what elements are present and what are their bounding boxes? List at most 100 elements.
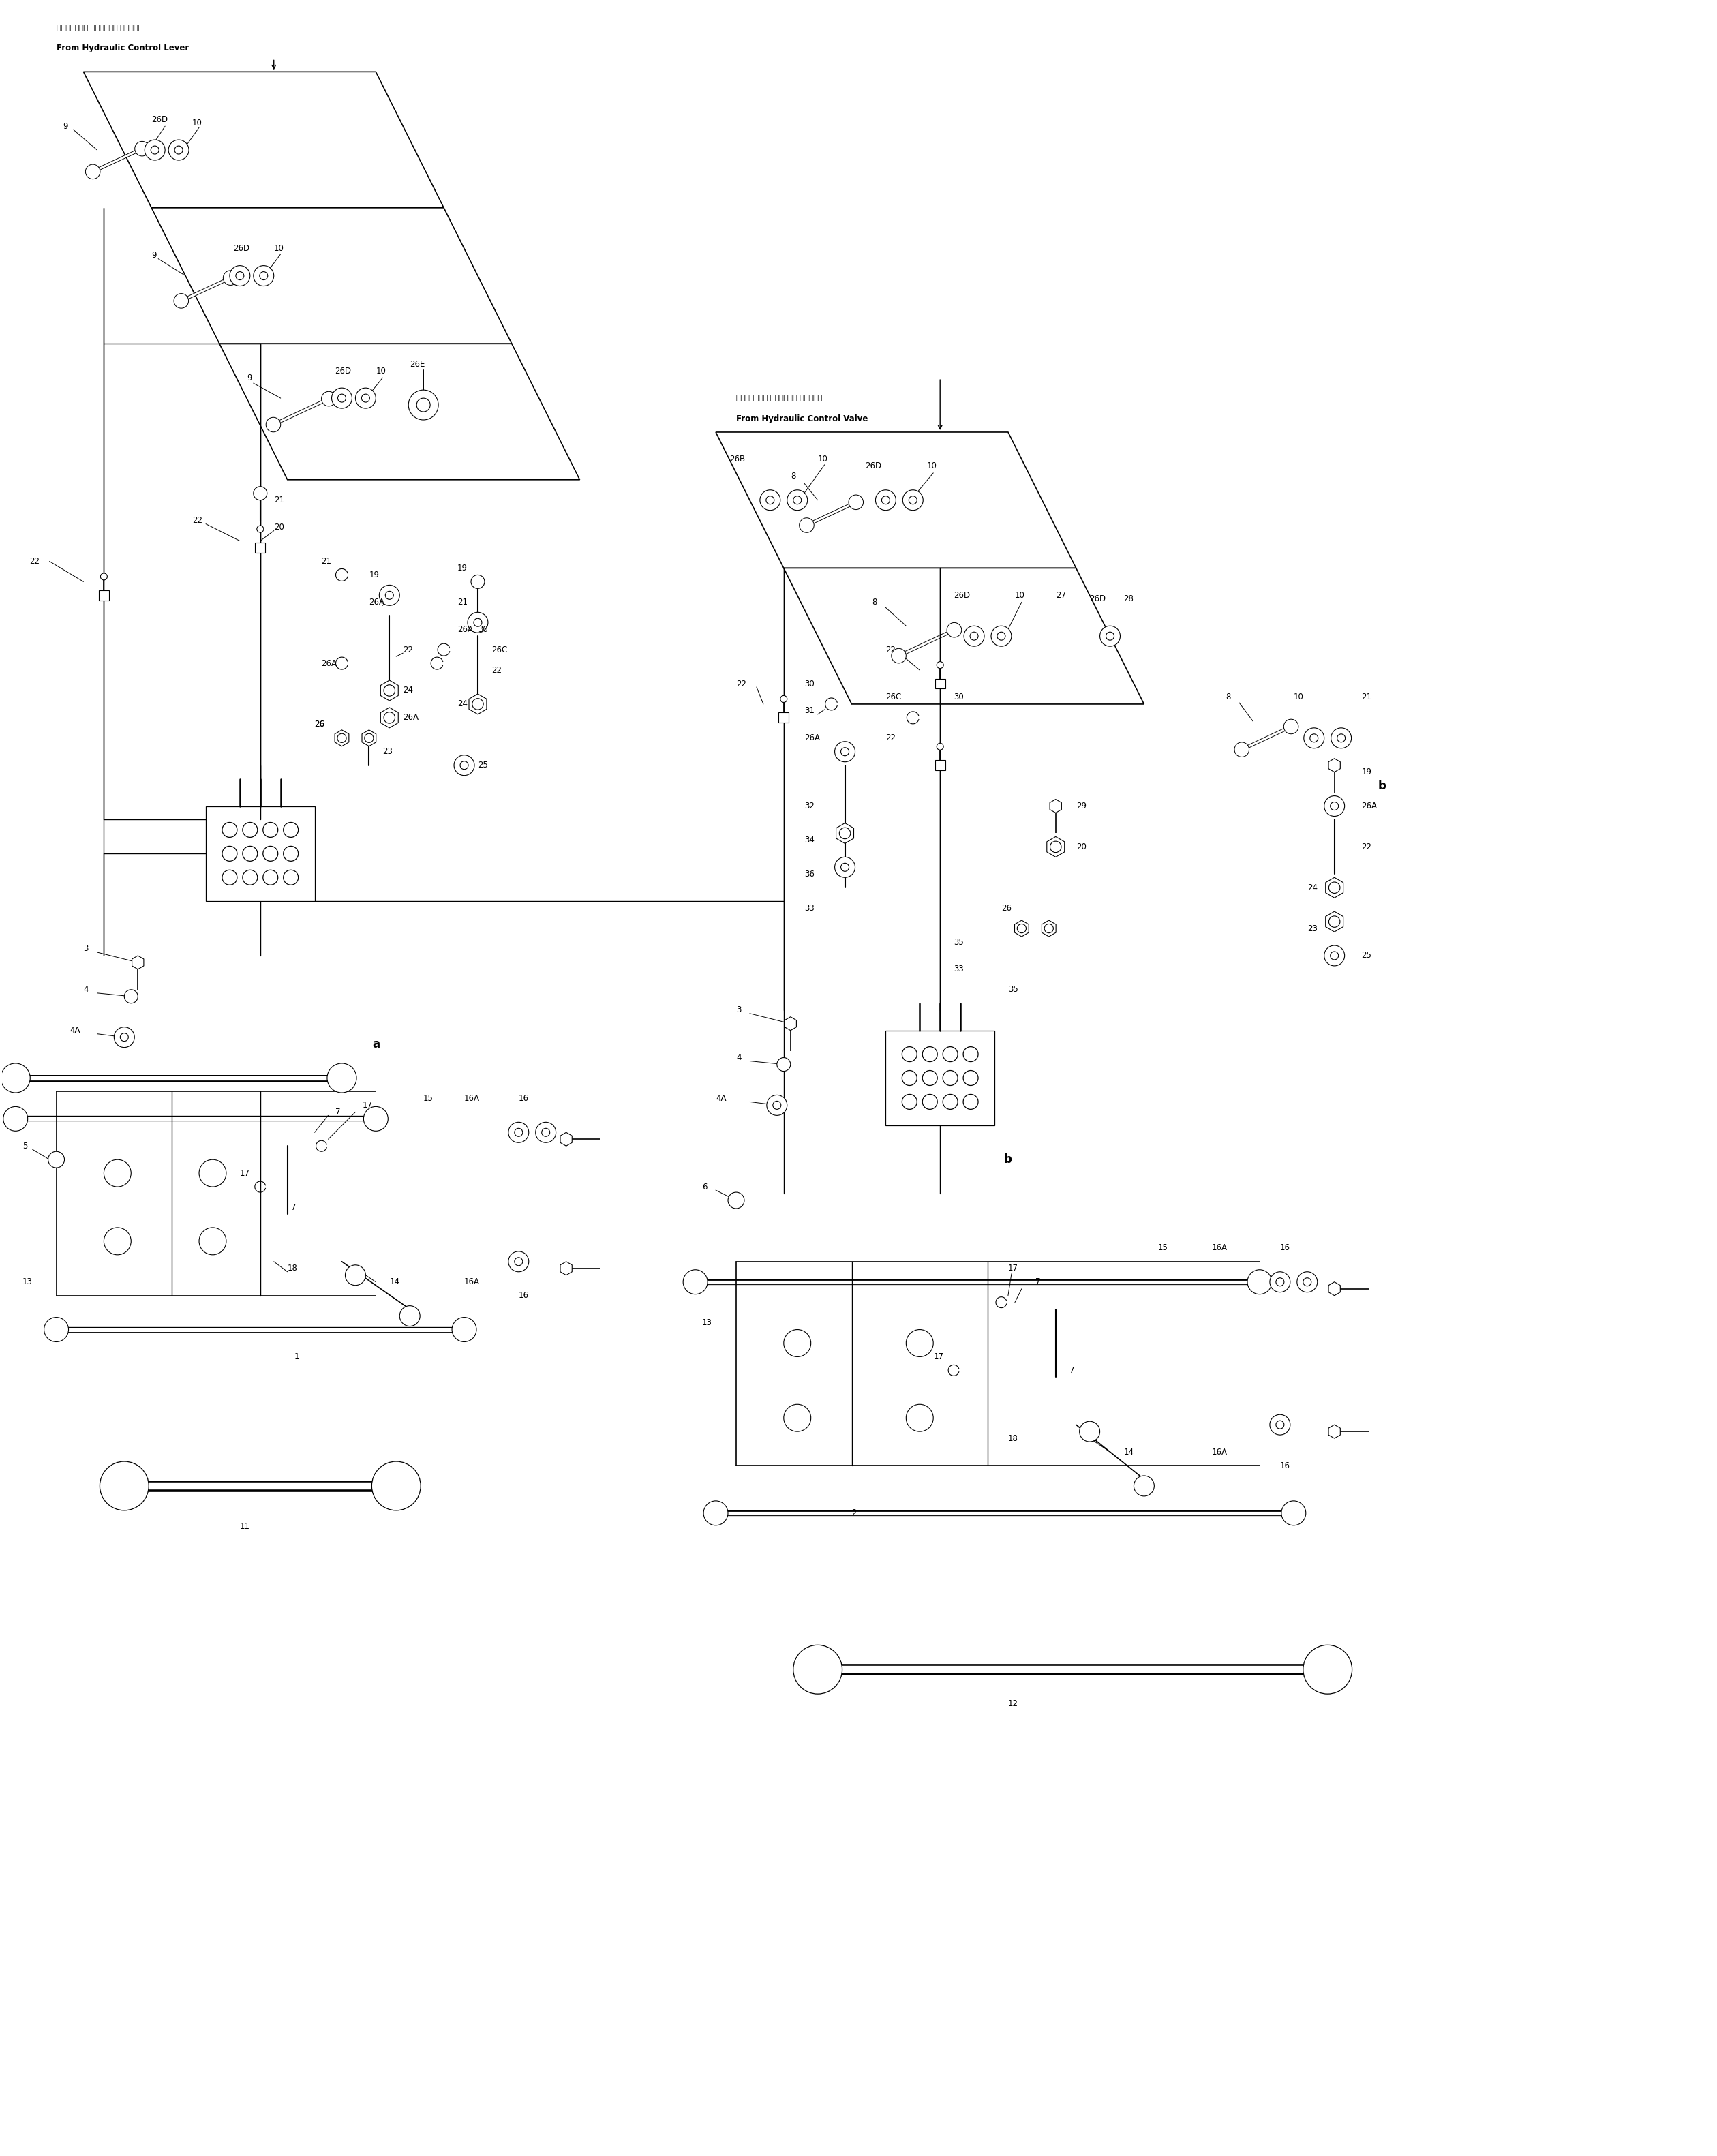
Text: 10: 10 [1015, 591, 1025, 599]
Polygon shape [84, 71, 443, 207]
Circle shape [1284, 720, 1298, 733]
Polygon shape [1326, 877, 1343, 897]
Text: 16A: 16A [1212, 1244, 1228, 1253]
Text: 26D: 26D [335, 367, 352, 375]
Text: 20: 20 [273, 524, 283, 533]
Polygon shape [1329, 759, 1341, 772]
Circle shape [283, 821, 299, 837]
Circle shape [903, 489, 924, 511]
Circle shape [1310, 733, 1319, 742]
Circle shape [266, 418, 280, 431]
Circle shape [470, 576, 484, 589]
Polygon shape [335, 731, 349, 746]
Bar [886, 1031, 994, 1125]
Circle shape [783, 1330, 810, 1356]
Text: b: b [1004, 1153, 1011, 1166]
Text: ハイドロリック コントロール レバーより: ハイドロリック コントロール レバーより [737, 395, 822, 401]
Text: 14: 14 [390, 1279, 400, 1287]
Circle shape [134, 142, 149, 155]
Circle shape [761, 489, 780, 511]
Circle shape [536, 1121, 556, 1143]
Text: 16: 16 [1279, 1462, 1289, 1470]
Text: 36: 36 [804, 869, 814, 877]
Circle shape [321, 392, 337, 405]
Circle shape [124, 990, 137, 1003]
Polygon shape [132, 955, 144, 970]
Circle shape [1271, 1272, 1289, 1291]
Text: 17: 17 [240, 1169, 251, 1177]
Circle shape [970, 632, 979, 640]
Circle shape [199, 1227, 227, 1255]
Circle shape [783, 1404, 810, 1432]
Text: 22: 22 [491, 666, 501, 675]
Circle shape [704, 1501, 728, 1524]
Circle shape [345, 1266, 366, 1285]
Circle shape [786, 489, 807, 511]
Circle shape [901, 1072, 917, 1084]
Circle shape [113, 1026, 134, 1048]
Text: 2: 2 [852, 1509, 857, 1518]
Circle shape [221, 845, 237, 860]
Text: 9: 9 [247, 373, 252, 382]
Text: 1: 1 [294, 1352, 299, 1360]
Bar [100, 591, 108, 599]
Circle shape [221, 871, 237, 884]
Circle shape [963, 1095, 979, 1110]
Text: 16: 16 [1279, 1244, 1289, 1253]
Circle shape [937, 662, 943, 668]
Text: 20: 20 [1077, 843, 1087, 852]
Polygon shape [716, 431, 1077, 569]
Circle shape [1331, 802, 1339, 811]
Text: 26D: 26D [865, 461, 883, 470]
Polygon shape [220, 343, 580, 481]
Circle shape [834, 858, 855, 877]
Circle shape [453, 755, 474, 776]
Text: 16A: 16A [464, 1279, 479, 1287]
Circle shape [1044, 925, 1053, 934]
Circle shape [963, 1072, 979, 1084]
Text: 5: 5 [22, 1141, 27, 1151]
Text: 22: 22 [886, 645, 896, 653]
Text: 4A: 4A [70, 1026, 81, 1035]
Circle shape [766, 496, 774, 505]
Polygon shape [1329, 1425, 1341, 1438]
Bar [778, 714, 788, 722]
Text: 10: 10 [273, 244, 283, 252]
Bar [206, 806, 314, 901]
Text: 7: 7 [1035, 1279, 1041, 1287]
Text: 16: 16 [519, 1291, 529, 1300]
Circle shape [385, 711, 395, 722]
Circle shape [467, 612, 488, 632]
Polygon shape [381, 707, 398, 729]
Circle shape [937, 744, 943, 750]
Circle shape [263, 871, 278, 884]
Circle shape [258, 526, 264, 533]
Circle shape [943, 1072, 958, 1084]
Circle shape [1281, 1501, 1307, 1524]
Text: 26D: 26D [953, 591, 970, 599]
Circle shape [1235, 742, 1248, 757]
Circle shape [173, 293, 189, 308]
Circle shape [221, 821, 237, 837]
Text: 3: 3 [84, 944, 89, 953]
Polygon shape [151, 207, 512, 343]
Circle shape [385, 591, 393, 599]
Text: 24: 24 [1307, 884, 1317, 893]
Circle shape [1016, 925, 1027, 934]
Circle shape [943, 1046, 958, 1061]
Circle shape [922, 1095, 937, 1110]
Circle shape [1276, 1279, 1284, 1285]
Text: 22: 22 [29, 556, 39, 565]
Text: 26A: 26A [804, 733, 819, 742]
Circle shape [1276, 1421, 1284, 1429]
Text: 28: 28 [1123, 595, 1133, 604]
Circle shape [907, 1330, 934, 1356]
Circle shape [230, 265, 251, 287]
Polygon shape [362, 731, 376, 746]
Circle shape [991, 625, 1011, 647]
Polygon shape [1049, 800, 1061, 813]
Polygon shape [1015, 921, 1028, 936]
Circle shape [776, 1059, 790, 1072]
Polygon shape [469, 694, 486, 714]
Text: 26A: 26A [321, 660, 337, 668]
